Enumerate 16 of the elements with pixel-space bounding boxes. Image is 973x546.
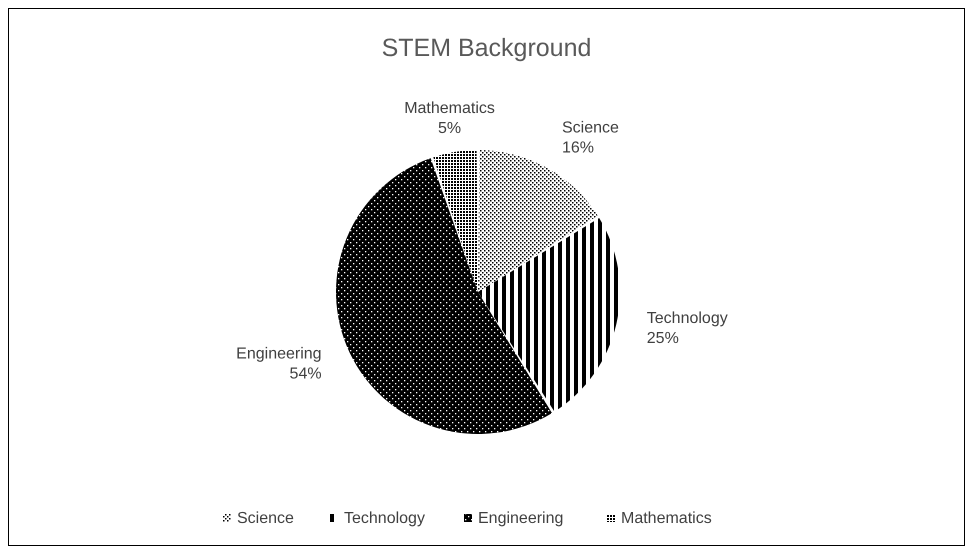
data-label: 54% xyxy=(290,365,322,382)
legend-label: Mathematics xyxy=(621,510,712,527)
slice-label: Science xyxy=(562,119,620,136)
data-label: 16% xyxy=(562,139,594,156)
legend-label: Engineering xyxy=(478,510,564,527)
legend-label: Science xyxy=(237,510,294,527)
data-label: 25% xyxy=(646,330,679,348)
pie-slice xyxy=(336,158,552,434)
pie-slice xyxy=(478,218,620,412)
slice-label: Technology xyxy=(646,310,728,328)
data-label: 5% xyxy=(438,120,462,138)
chart-title: STEM Background xyxy=(382,34,592,62)
pie-slice xyxy=(433,150,478,292)
slice-label: Mathematics xyxy=(404,100,495,118)
slice-label: Engineering xyxy=(236,345,322,362)
legend-label: Technology xyxy=(344,510,425,527)
